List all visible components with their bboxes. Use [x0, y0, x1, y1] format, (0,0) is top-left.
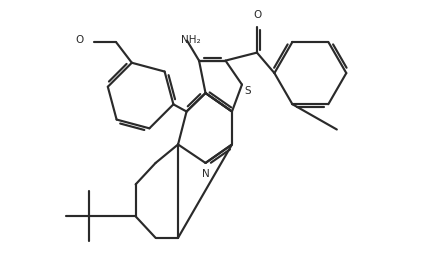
Text: O: O — [253, 10, 261, 20]
Text: O: O — [75, 35, 83, 45]
Text: N: N — [201, 169, 209, 180]
Text: S: S — [243, 86, 250, 96]
Text: NH₂: NH₂ — [180, 35, 200, 45]
